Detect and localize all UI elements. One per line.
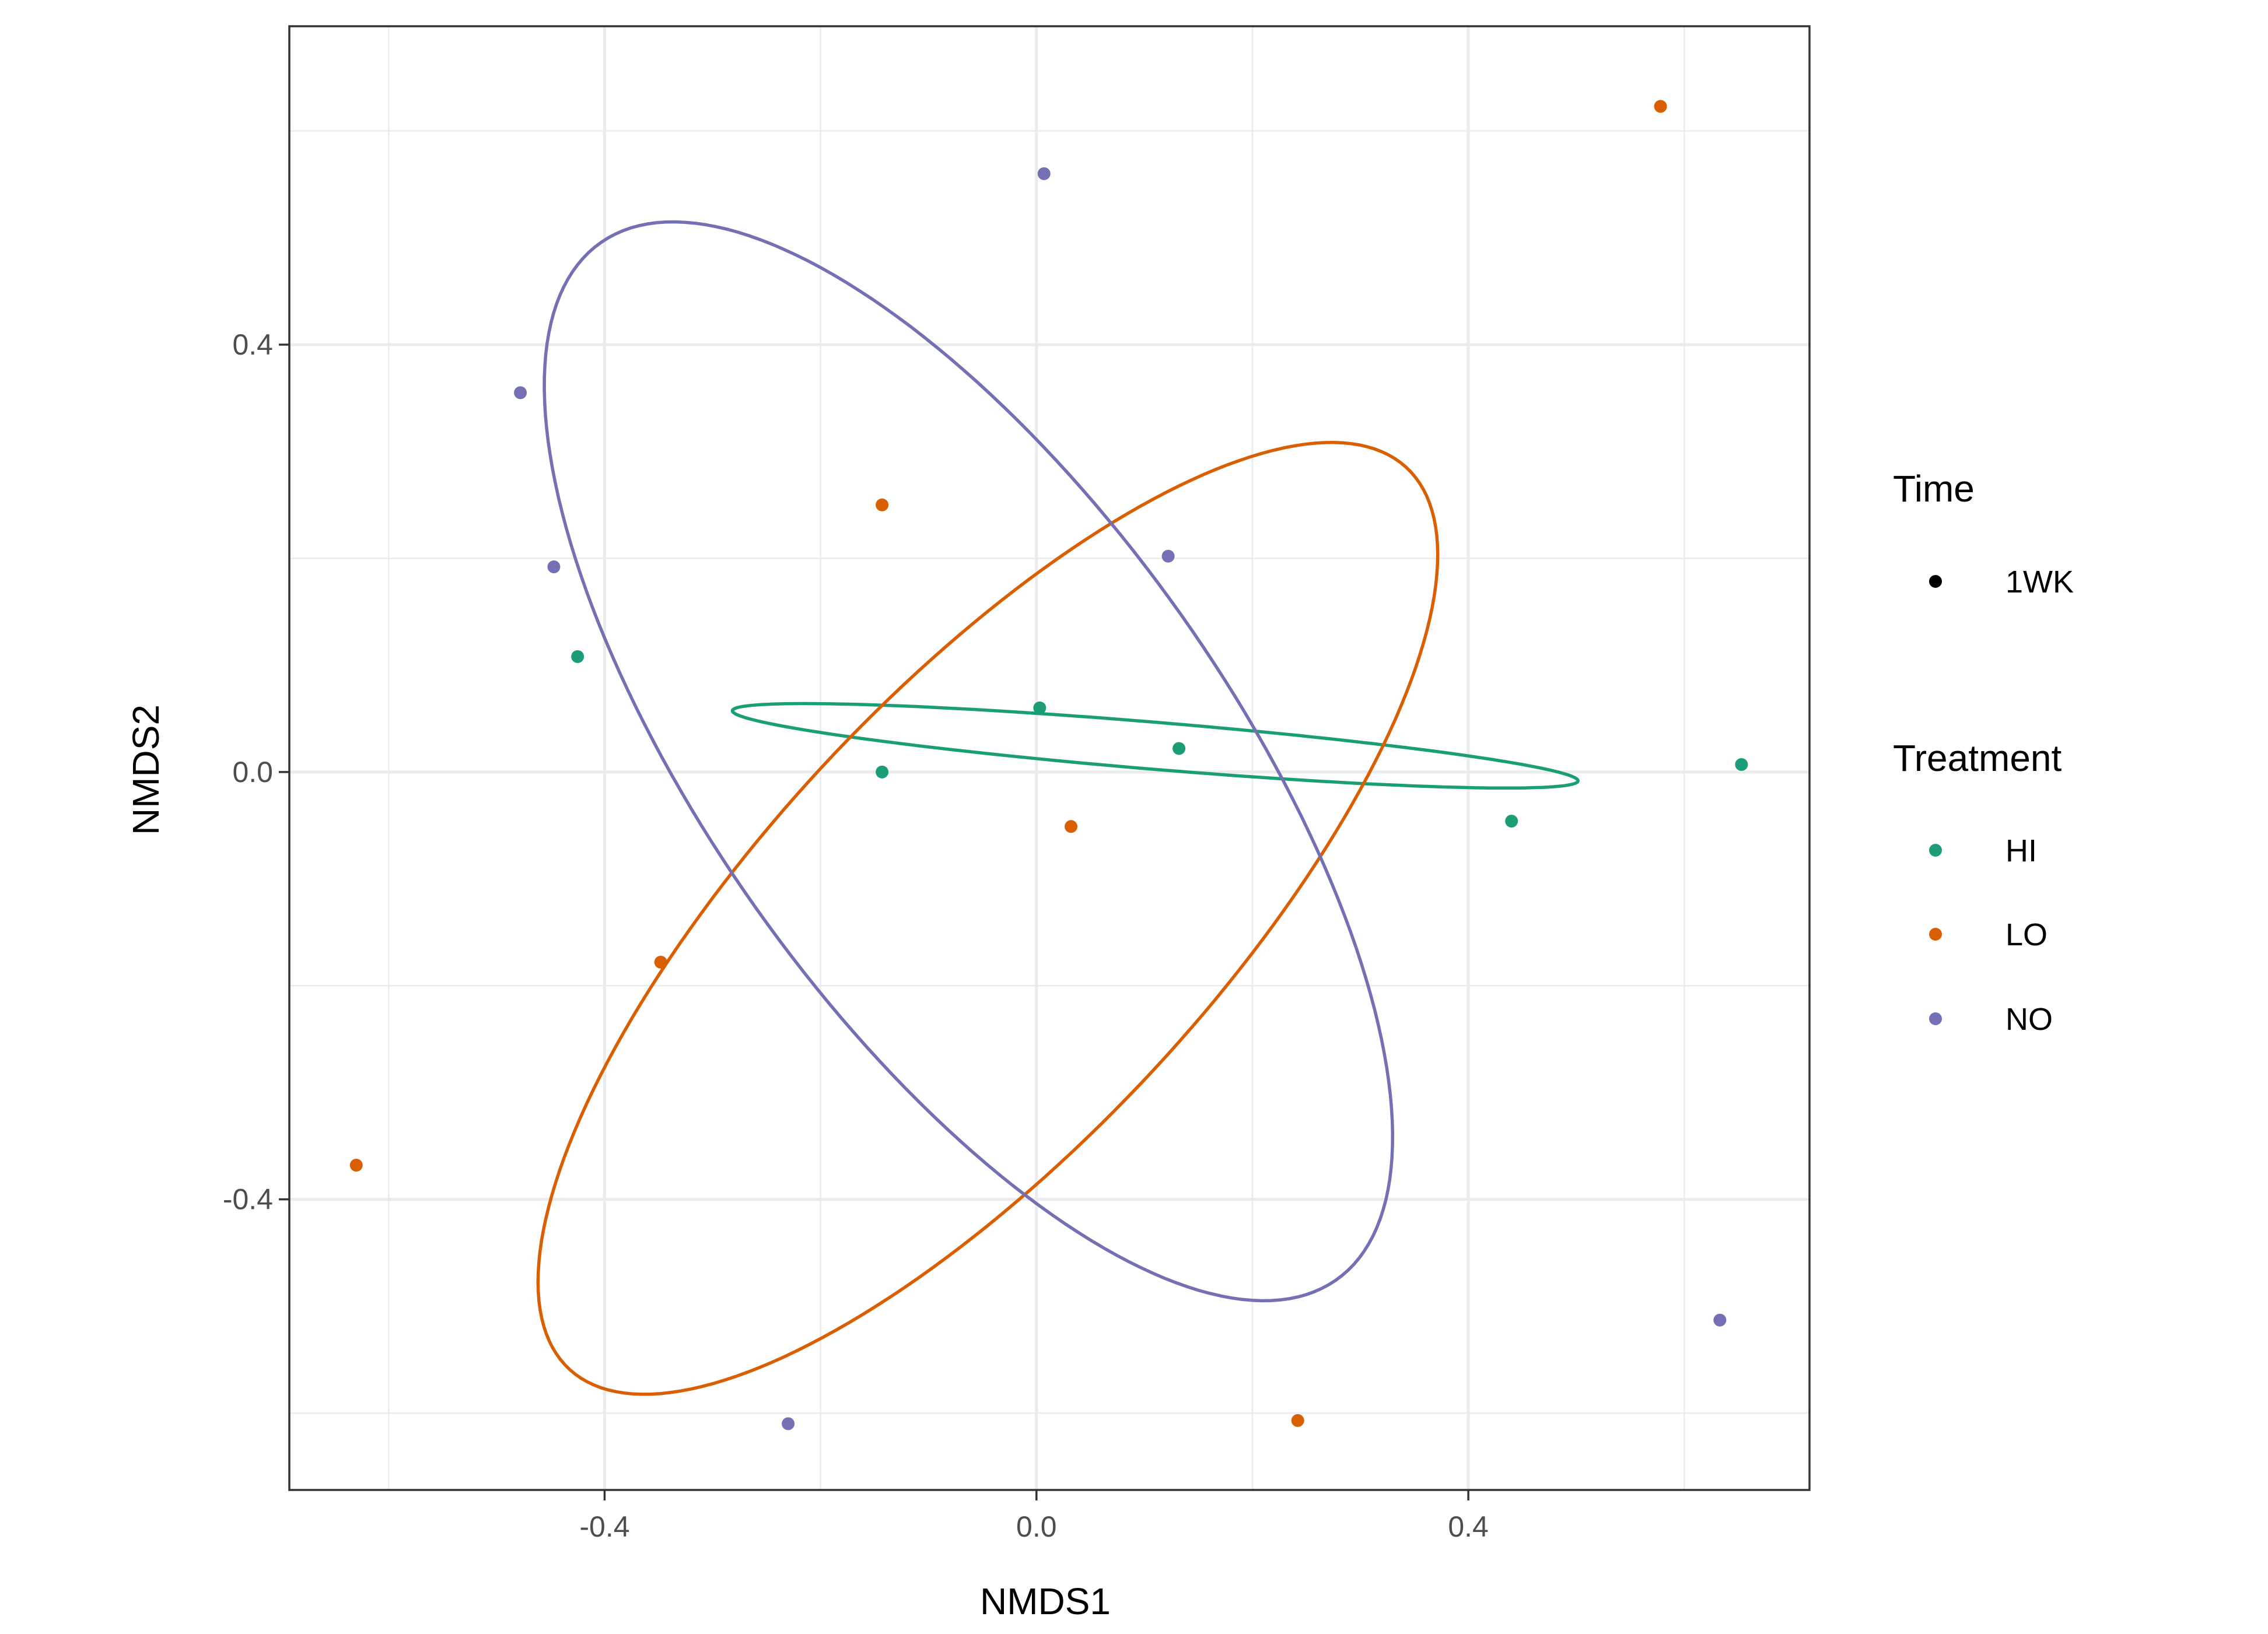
y-tick-label: -0.4	[223, 1183, 273, 1216]
point-lo	[349, 1159, 363, 1172]
legend: Time 1WK Treatment HI LO NO	[1893, 468, 2074, 1037]
data-points	[349, 100, 1748, 1430]
legend-treatment-label-hi: HI	[2006, 833, 2037, 868]
confidence-ellipses	[536, 220, 1580, 1396]
minor-grid	[289, 26, 1810, 1490]
legend-treatment-title: Treatment	[1893, 737, 2062, 779]
point-hi	[1735, 758, 1748, 771]
panel-border	[288, 25, 1811, 1491]
point-lo	[876, 498, 889, 511]
point-lo	[1291, 1414, 1304, 1427]
x-axis-title: NMDS1	[980, 1580, 1111, 1622]
plot-panel	[288, 25, 1811, 1491]
y-tick-label: 0.0	[232, 756, 273, 788]
point-hi	[1172, 742, 1186, 755]
point-no	[514, 386, 527, 399]
legend-treatment-label-no: NO	[2006, 1002, 2053, 1037]
legend-treatment-key-lo	[1929, 928, 1942, 941]
legend-time-key-1wk	[1929, 575, 1942, 588]
point-no	[1037, 167, 1051, 180]
x-tick-label: -0.4	[579, 1510, 629, 1543]
point-no	[782, 1417, 795, 1430]
y-tick-label: 0.4	[232, 328, 273, 361]
point-hi	[1033, 701, 1046, 714]
x-tick-label: 0.4	[1448, 1510, 1489, 1543]
ellipse-lo	[536, 441, 1440, 1396]
point-lo	[1654, 100, 1667, 113]
x-tick-label: 0.0	[1016, 1510, 1057, 1543]
legend-treatment-key-no	[1929, 1012, 1942, 1025]
point-hi	[1505, 815, 1518, 828]
legend-treatment-key-hi	[1929, 844, 1942, 857]
point-lo	[654, 955, 667, 969]
point-no	[1713, 1313, 1727, 1327]
legend-treatment-label-lo: LO	[2006, 917, 2048, 952]
x-axis: -0.4 0.0 0.4	[579, 1490, 1489, 1543]
point-lo	[1065, 820, 1078, 833]
legend-time-label-1wk: 1WK	[2006, 564, 2074, 599]
panel-background	[289, 26, 1810, 1490]
ellipse-no	[542, 220, 1395, 1303]
y-axis: -0.4 0.0 0.4	[223, 328, 289, 1216]
point-no	[547, 560, 561, 574]
legend-time-title: Time	[1893, 468, 1975, 510]
point-hi	[571, 650, 584, 663]
y-axis-title: NMDS2	[125, 704, 167, 835]
point-hi	[876, 765, 889, 779]
point-no	[1161, 549, 1175, 563]
